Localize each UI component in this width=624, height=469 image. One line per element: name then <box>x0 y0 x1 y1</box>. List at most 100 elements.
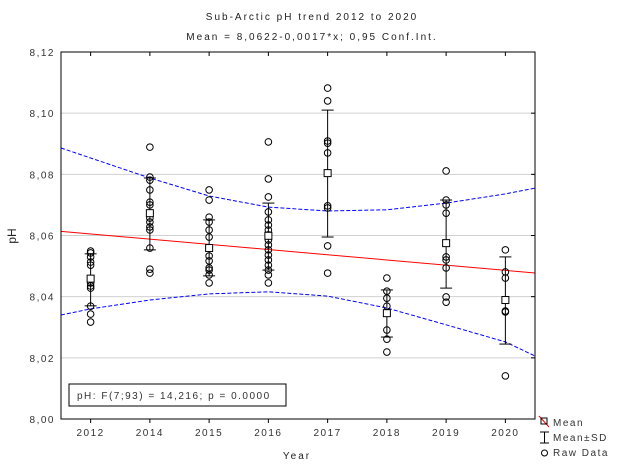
raw-data-point <box>264 241 273 249</box>
x-tick-label: 2017 <box>314 428 342 439</box>
raw-data-point <box>205 218 213 226</box>
x-tick-label: 2012 <box>77 428 105 439</box>
raw-data-point <box>146 269 154 277</box>
raw-data-point <box>146 265 154 273</box>
raw-data-point <box>383 294 391 302</box>
raw-data-point <box>86 282 95 290</box>
legend-sd-icon <box>540 431 549 444</box>
legend: Mean Mean±SD Raw Data <box>538 415 609 459</box>
raw-data-point <box>205 266 213 274</box>
raw-data-point <box>86 261 95 269</box>
raw-data-point <box>146 198 154 206</box>
y-tick-label: 8,12 <box>30 48 55 59</box>
raw-data-point <box>86 253 95 261</box>
raw-data-point <box>146 226 154 234</box>
raw-data-point <box>146 223 154 231</box>
raw-data-point <box>264 216 273 224</box>
mean-marker <box>86 274 95 283</box>
raw-data-point <box>383 274 391 282</box>
x-tick-label: 2019 <box>432 428 460 439</box>
group-2020 <box>499 246 512 380</box>
raw-data-point <box>86 318 95 326</box>
plot-frame <box>60 51 536 420</box>
mean-marker <box>501 296 510 305</box>
raw-data-point <box>86 284 95 292</box>
raw-data-point <box>264 261 273 269</box>
raw-data-point <box>205 196 213 204</box>
x-axis-label: Year <box>283 451 311 462</box>
raw-data-point <box>264 271 273 279</box>
raw-data-point <box>146 218 154 226</box>
raw-data-point <box>442 209 450 217</box>
raw-data-point <box>205 252 213 260</box>
raw-data-point <box>501 372 510 380</box>
raw-data-point <box>442 264 450 272</box>
raw-data-point <box>264 246 273 254</box>
raw-data-point <box>146 173 154 181</box>
group-2016 <box>262 138 275 287</box>
chart-subtitle: Mean = 8,0622-0,0017*x; 0,95 Conf.Int. <box>186 32 437 43</box>
annotation-text: pH: F(7;93) = 14,216; p = 0.0000 <box>77 391 271 402</box>
mean-marker <box>205 244 214 253</box>
raw-data-point <box>146 176 154 184</box>
raw-data-point <box>501 274 510 282</box>
raw-data-point <box>205 186 213 194</box>
x-tick-label: 2020 <box>491 428 519 439</box>
confidence-upper-line <box>60 147 536 212</box>
mean-marker <box>145 209 154 218</box>
raw-data-point <box>205 279 213 287</box>
raw-data-point <box>264 256 273 264</box>
legend-mean-icon <box>540 417 548 425</box>
raw-data-point <box>323 269 332 277</box>
legend-sd: Mean±SD <box>553 433 608 444</box>
raw-data-point <box>501 308 510 316</box>
x-tick-label: 2016 <box>254 428 282 439</box>
raw-data-point <box>264 193 273 201</box>
raw-data-point <box>383 348 391 356</box>
raw-data-point <box>205 213 213 221</box>
group-2015 <box>203 186 216 287</box>
group-2017 <box>321 84 334 277</box>
raw-data-point <box>264 175 273 183</box>
legend-raw-icon <box>541 449 548 457</box>
confidence-lower-line <box>60 291 536 357</box>
raw-data-point <box>264 221 273 229</box>
raw-data-point <box>146 186 154 194</box>
x-tick-label: 2015 <box>195 428 223 439</box>
raw-data-point <box>501 246 510 254</box>
raw-data-point <box>323 137 332 145</box>
y-tick-label: 8,06 <box>30 232 55 243</box>
raw-data-point <box>442 201 450 209</box>
raw-data-point <box>323 97 332 105</box>
regression-line <box>60 230 536 274</box>
raw-data-point <box>442 293 450 301</box>
raw-data-point <box>264 138 273 146</box>
y-tick-label: 8,00 <box>30 415 55 426</box>
x-tick-label: 2014 <box>136 428 164 439</box>
y-tick-label: 8,10 <box>30 109 55 120</box>
mean-marker <box>442 239 451 248</box>
y-axis-label: pH <box>5 228 19 243</box>
legend-mean: Mean <box>553 418 584 429</box>
raw-data-point <box>323 149 332 157</box>
mean-marker <box>382 309 391 318</box>
raw-data-point <box>323 242 332 250</box>
raw-data-point <box>146 201 154 209</box>
y-tick-label: 8,04 <box>30 293 55 304</box>
mean-marker <box>323 169 332 178</box>
raw-data-point <box>442 298 450 306</box>
raw-data-point <box>442 167 450 175</box>
raw-data-point <box>86 310 95 318</box>
raw-data-point <box>323 202 332 210</box>
legend-raw: Raw Data <box>553 448 609 459</box>
raw-data-point <box>264 279 273 287</box>
raw-data-point <box>442 196 450 204</box>
raw-data-point <box>442 256 450 264</box>
raw-data-point <box>264 208 273 216</box>
y-tick-label: 8,08 <box>30 170 55 181</box>
raw-data-point <box>264 251 273 259</box>
chart-title: Sub-Arctic pH trend 2012 to 2020 <box>206 12 418 23</box>
raw-data-point <box>323 84 332 92</box>
y-tick-label: 8,02 <box>30 354 55 365</box>
